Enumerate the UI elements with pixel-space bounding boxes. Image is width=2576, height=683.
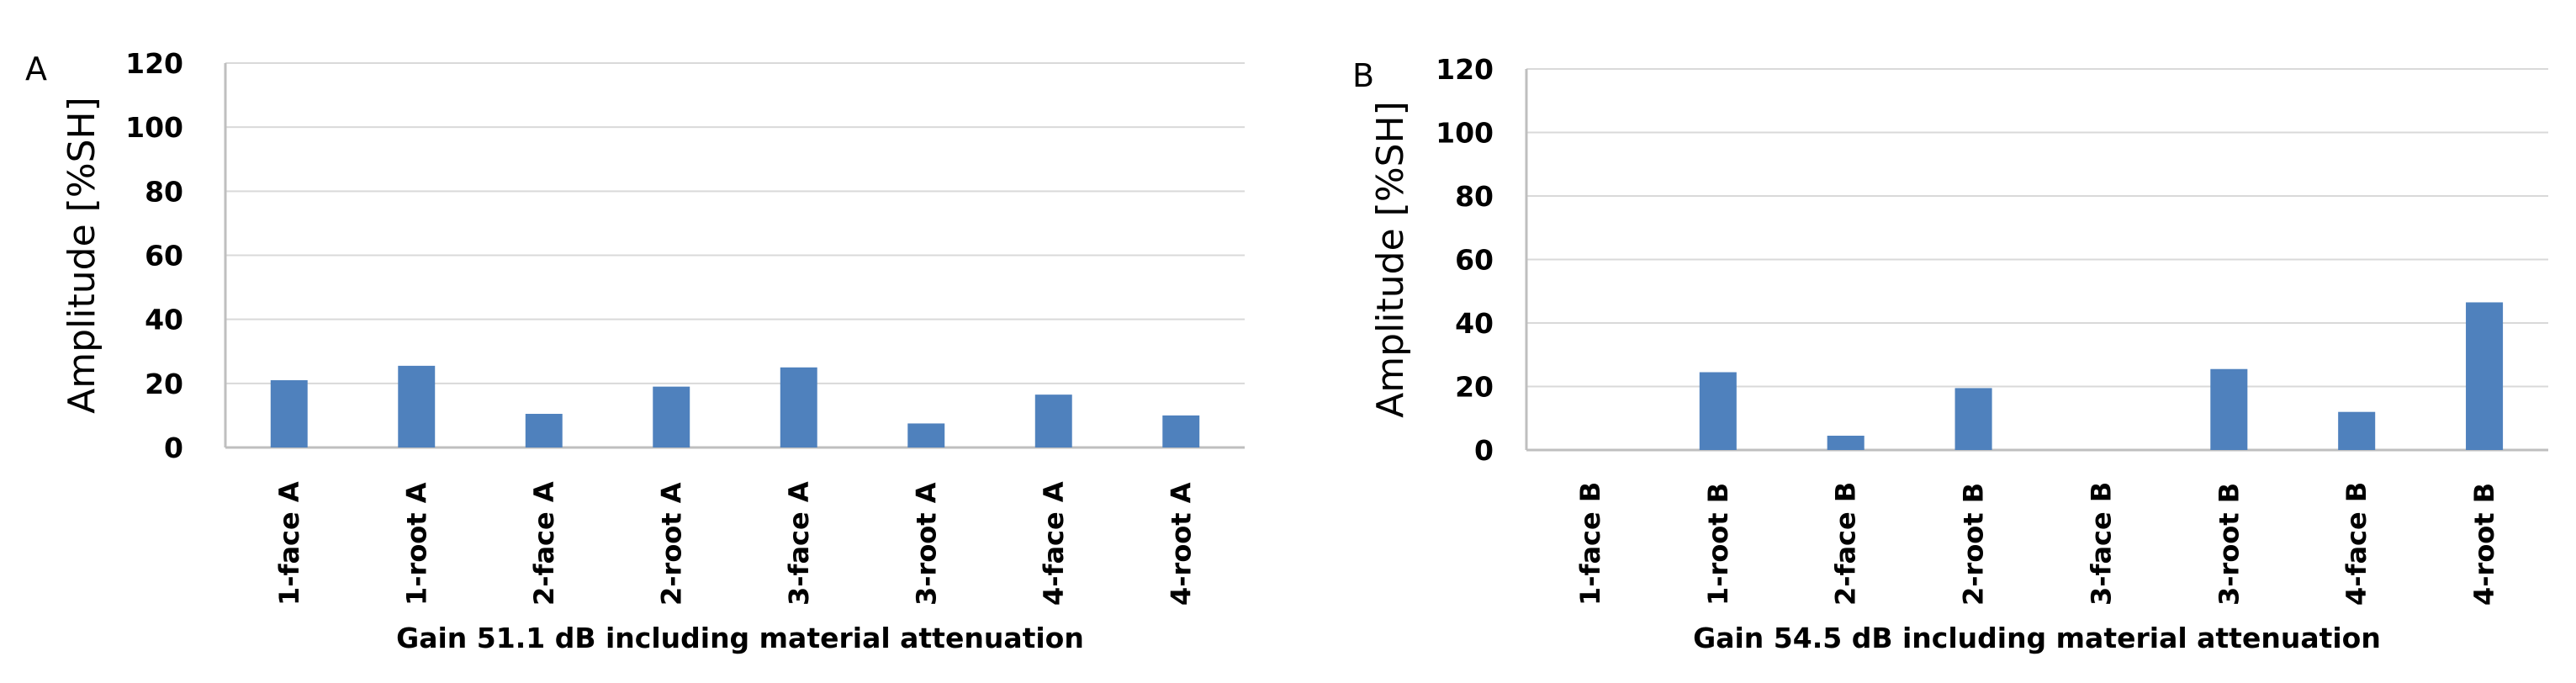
bar (2466, 302, 2504, 450)
y-tick-label: 60 (1455, 244, 1494, 277)
y-tick-label: 60 (145, 240, 183, 273)
bar (907, 423, 945, 447)
y-tick-label: 0 (1474, 434, 1494, 467)
y-tick-label: 120 (125, 47, 183, 80)
x-category-label: 4-root B (2468, 483, 2500, 606)
y-tick-label: 100 (1436, 117, 1494, 150)
y-tick-label: 0 (164, 432, 183, 464)
x-category-label: 1-root B (1702, 483, 1734, 606)
x-category-label: 1-face A (273, 481, 305, 606)
bar (653, 386, 690, 447)
chart-panel-a: A 0 20 40 60 80 100 120 1-face A 1-root A 2-face A… (25, 47, 1245, 654)
x-category-label: 3-root A (910, 482, 942, 606)
x-category-label: 1-root A (400, 482, 432, 606)
y-tick-label: 20 (1455, 371, 1494, 404)
bar (2210, 368, 2248, 450)
bar (2338, 411, 2376, 450)
bar (780, 367, 817, 447)
x-category-label: 4-root A (1165, 482, 1197, 606)
bar (525, 414, 563, 447)
panel-letter: B (1352, 57, 1374, 94)
y-tick-label: 80 (1455, 180, 1494, 213)
y-tick-label: 40 (145, 304, 183, 336)
y-tick-label: 120 (1436, 53, 1494, 86)
x-axis-title: Gain 51.1 dB including material attenuat… (396, 622, 1084, 654)
bar (1954, 388, 1992, 450)
chart-panel-b: B 0 20 40 60 80 100 120 1-face B 1-root B 2-face B… (1352, 53, 2548, 654)
x-category-label: 3-face B (2085, 482, 2117, 606)
y-axis-title: Amplitude [%SH] (1369, 101, 1412, 418)
y-tick-label: 40 (1455, 307, 1494, 340)
bar (398, 365, 436, 447)
x-category-label: 2-face A (528, 481, 560, 606)
y-axis-title: Amplitude [%SH] (61, 97, 103, 414)
bar (1034, 394, 1072, 447)
bar (1699, 372, 1737, 450)
x-category-label: 3-face A (783, 481, 815, 606)
bar (1162, 415, 1200, 447)
x-category-label: 1-face B (1574, 482, 1606, 606)
x-category-label: 4-face A (1038, 481, 1070, 606)
x-category-label: 4-face B (2341, 482, 2372, 606)
y-tick-label: 80 (145, 175, 183, 208)
x-axis-title: Gain 54.5 dB including material attenuat… (1693, 622, 2381, 654)
x-category-label: 3-root B (2213, 483, 2245, 606)
x-category-label: 2-root A (655, 482, 687, 606)
x-category-label: 2-face B (1830, 482, 1862, 606)
bar (270, 380, 308, 447)
y-tick-label: 100 (125, 111, 183, 144)
x-category-label: 2-root B (1958, 483, 1990, 606)
bar (1827, 436, 1865, 450)
panel-letter: A (25, 50, 47, 87)
y-tick-label: 20 (145, 368, 183, 400)
